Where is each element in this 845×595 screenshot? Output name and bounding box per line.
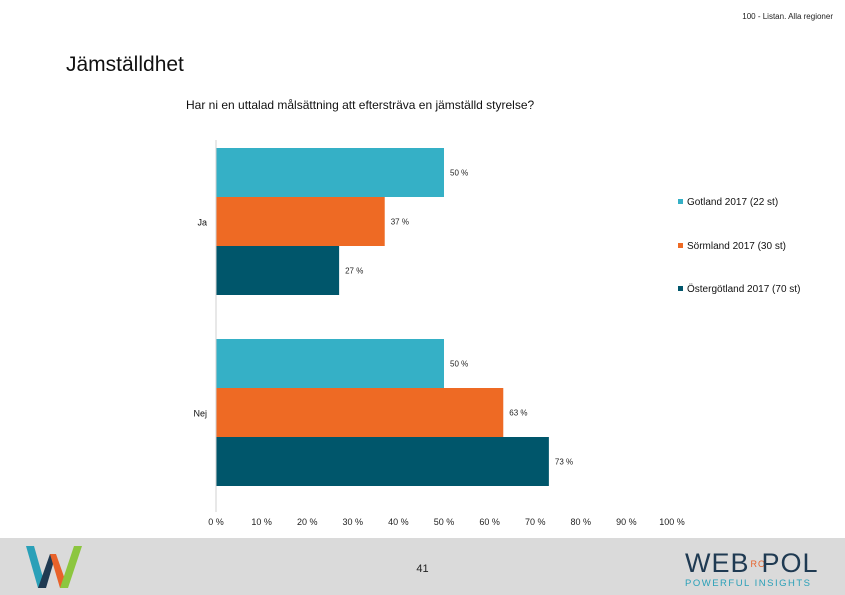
data-label: 50 % <box>450 360 468 369</box>
x-tick-label: 20 % <box>297 517 318 527</box>
data-label: 63 % <box>509 409 527 418</box>
brand-left: WEB <box>685 548 750 578</box>
x-tick-label: 40 % <box>388 517 409 527</box>
footer: 41 WEBROPOL POWERFUL INSIGHTS <box>0 538 845 595</box>
page-title: Jämställdhet <box>66 53 184 76</box>
brand-wordmark: WEBROPOL <box>685 548 819 579</box>
legend-swatch <box>678 243 683 248</box>
x-tick-label: 30 % <box>343 517 364 527</box>
data-label: 37 % <box>391 218 409 227</box>
bar-chart-svg: Har ni en uttalad målsättning att efters… <box>186 98 800 527</box>
webropol-logo: WEBROPOL POWERFUL INSIGHTS <box>681 544 821 590</box>
data-label: 73 % <box>555 458 573 467</box>
bar <box>216 388 504 437</box>
data-label: 50 % <box>450 169 468 178</box>
x-tick-label: 70 % <box>525 517 546 527</box>
brand-ro: RO <box>750 559 767 570</box>
x-tick-label: 90 % <box>616 517 637 527</box>
legend-label: Östergötland 2017 (70 st) <box>687 283 800 295</box>
report-subtitle: 100 - Listan. Alla regioner <box>742 12 833 21</box>
bar-chart: Har ni en uttalad målsättning att efters… <box>186 98 800 527</box>
x-tick-label: 60 % <box>479 517 500 527</box>
brand-right: POL <box>761 548 819 578</box>
legend-label: Gotland 2017 (22 st) <box>687 197 778 208</box>
x-tick-label: 0 % <box>208 517 224 527</box>
brand-tagline: POWERFUL INSIGHTS <box>685 578 812 589</box>
x-tick-label: 10 % <box>251 517 272 527</box>
bar <box>216 246 340 295</box>
legend-swatch <box>678 199 683 204</box>
x-tick-label: 50 % <box>434 517 455 527</box>
legend-swatch <box>678 286 683 291</box>
category-label: Ja <box>197 218 207 228</box>
w-logo-icon <box>26 546 82 588</box>
category-label: Nej <box>193 409 207 419</box>
x-tick-label: 100 % <box>659 517 685 527</box>
x-tick-label: 80 % <box>571 517 592 527</box>
bar <box>216 437 549 486</box>
chart-title: Har ni en uttalad målsättning att efters… <box>186 98 534 112</box>
bar <box>216 197 385 246</box>
page-number: 41 <box>416 563 429 575</box>
data-label: 27 % <box>345 267 363 276</box>
bar <box>216 339 444 388</box>
bar <box>216 148 444 197</box>
legend-label: Sörmland 2017 (30 st) <box>687 241 786 252</box>
